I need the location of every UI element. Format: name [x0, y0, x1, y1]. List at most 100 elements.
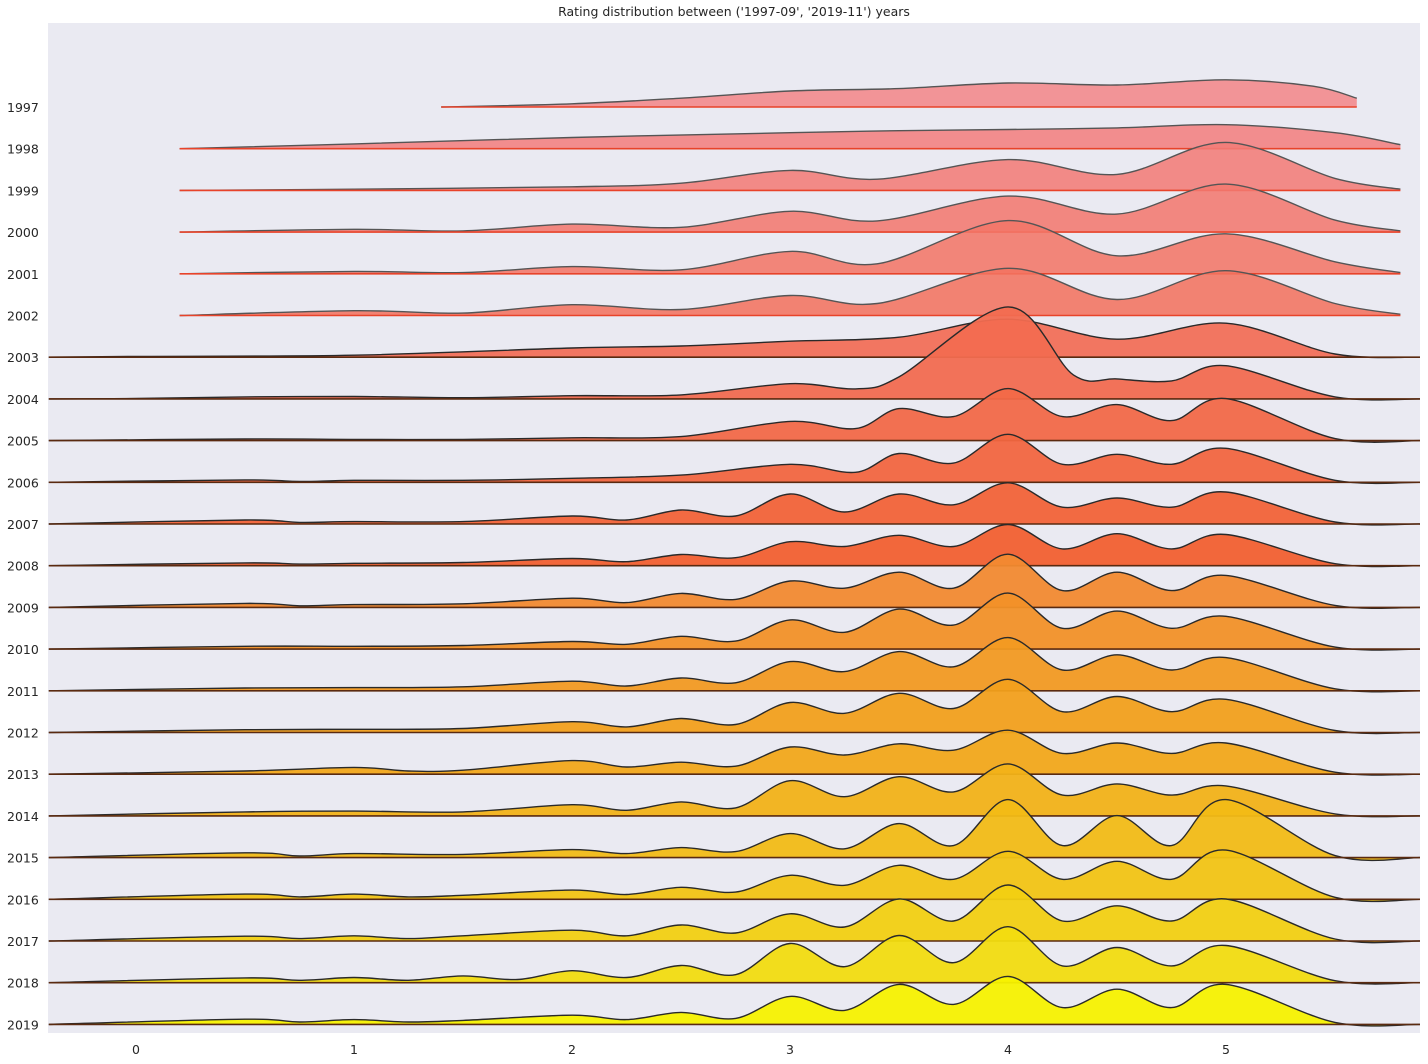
year-label-2001: 2001 [7, 267, 39, 282]
ridge-line-2002 [179, 267, 1401, 317]
ridge-2012 [48, 678, 1421, 735]
year-label-2009: 2009 [7, 600, 39, 615]
ridge-area-2005 [48, 388, 1420, 443]
ridge-2019 [48, 975, 1421, 1027]
ridges-group [48, 79, 1421, 1027]
ridge-2005 [48, 387, 1421, 443]
year-label-2008: 2008 [7, 559, 39, 574]
ridge-area-1999 [179, 142, 1401, 191]
chart-title: Rating distribution between ('1997-09', … [558, 4, 910, 19]
ridge-line-2001 [179, 219, 1401, 275]
ridge-2016 [48, 849, 1421, 903]
ridge-area-2016 [48, 849, 1420, 902]
year-label-2019: 2019 [7, 1017, 39, 1032]
ridge-area-2000 [179, 184, 1401, 233]
ridge-line-2018 [48, 925, 1421, 985]
ridge-line-2019 [48, 975, 1421, 1027]
year-labels: 1997 1998 1999 2000 2001 2002 2003 2004 2005 2006… [7, 100, 39, 1032]
ridge-area-2013 [48, 730, 1420, 776]
ridge-2009 [48, 553, 1421, 610]
year-label-2015: 2015 [7, 851, 39, 866]
x-tick-2: 2 [568, 1042, 576, 1057]
ridge-2006 [48, 433, 1421, 485]
ridge-line-2010 [48, 592, 1421, 651]
ridge-area-2009 [48, 554, 1420, 609]
ridge-2003 [48, 318, 1421, 359]
year-label-2016: 2016 [7, 892, 39, 907]
year-label-2012: 2012 [7, 726, 39, 741]
ridge-2011 [48, 636, 1421, 693]
ridge-area-2011 [48, 637, 1420, 692]
ridge-area-2002 [179, 268, 1401, 316]
year-label-2002: 2002 [7, 309, 39, 324]
ridge-2015 [48, 798, 1421, 862]
ridge-2018 [48, 925, 1421, 985]
year-label-2010: 2010 [7, 642, 39, 657]
ridge-line-2005 [48, 387, 1421, 443]
year-label-1999: 1999 [7, 183, 39, 198]
ridge-area-2004 [48, 306, 1420, 400]
year-label-1998: 1998 [7, 142, 39, 157]
ridge-2002 [179, 267, 1401, 317]
ridge-2017 [48, 884, 1421, 944]
ridge-area-2019 [48, 976, 1420, 1026]
ridge-line-2006 [48, 433, 1421, 485]
x-tick-4: 4 [1004, 1042, 1012, 1057]
year-label-2005: 2005 [7, 434, 39, 449]
ridge-line-2016 [48, 849, 1421, 903]
ridge-line-1999 [179, 141, 1401, 192]
ridge-1997 [441, 79, 1357, 108]
ridge-line-2008 [48, 523, 1421, 568]
x-tick-5: 5 [1222, 1042, 1230, 1057]
ridge-line-2013 [48, 729, 1421, 776]
ridge-line-2004 [48, 306, 1421, 401]
ridge-line-2007 [48, 482, 1421, 526]
ridge-2004 [48, 306, 1421, 401]
ridge-2013 [48, 729, 1421, 776]
x-tick-1: 1 [350, 1042, 358, 1057]
ridge-line-2014 [48, 763, 1421, 818]
ridge-area-2008 [48, 524, 1420, 567]
ridge-area-2003 [48, 319, 1420, 358]
ridge-2010 [48, 592, 1421, 651]
ridge-line-2015 [48, 798, 1421, 862]
ridge-area-2017 [48, 885, 1420, 943]
ridge-area-2018 [48, 926, 1420, 984]
ridge-area-2010 [48, 593, 1420, 651]
year-label-2014: 2014 [7, 809, 39, 824]
x-tick-0: 0 [132, 1042, 140, 1057]
x-tick-3: 3 [786, 1042, 794, 1057]
x-tick-labels: 0 1 2 3 4 5 [132, 1042, 1230, 1057]
ridge-line-2011 [48, 636, 1421, 693]
ridge-area-2006 [48, 434, 1420, 484]
year-label-2011: 2011 [7, 684, 39, 699]
ridge-2008 [48, 523, 1421, 568]
ridge-area-1997 [441, 79, 1357, 107]
year-label-2000: 2000 [7, 225, 39, 240]
ridge-2007 [48, 482, 1421, 526]
ridge-2014 [48, 763, 1421, 818]
ridge-line-1997 [441, 79, 1357, 108]
ridge-area-2015 [48, 799, 1420, 861]
ridge-area-2001 [179, 220, 1401, 274]
ridge-line-1998 [179, 123, 1401, 150]
year-label-2003: 2003 [7, 350, 39, 365]
ridge-line-2012 [48, 678, 1421, 735]
ridge-line-2009 [48, 553, 1421, 610]
ridge-2001 [179, 219, 1401, 275]
ridge-line-2000 [179, 183, 1401, 233]
year-label-2007: 2007 [7, 517, 39, 532]
year-label-2013: 2013 [7, 767, 39, 782]
ridge-line-2017 [48, 884, 1421, 944]
ridge-area-2014 [48, 763, 1420, 817]
ridge-area-1998 [179, 124, 1401, 149]
year-label-1997: 1997 [7, 100, 39, 115]
year-label-2017: 2017 [7, 934, 39, 949]
year-label-2006: 2006 [7, 475, 39, 490]
ridge-area-2012 [48, 679, 1420, 734]
ridge-area-2007 [48, 482, 1420, 525]
ridge-line-2003 [48, 318, 1421, 359]
year-label-2004: 2004 [7, 392, 39, 407]
